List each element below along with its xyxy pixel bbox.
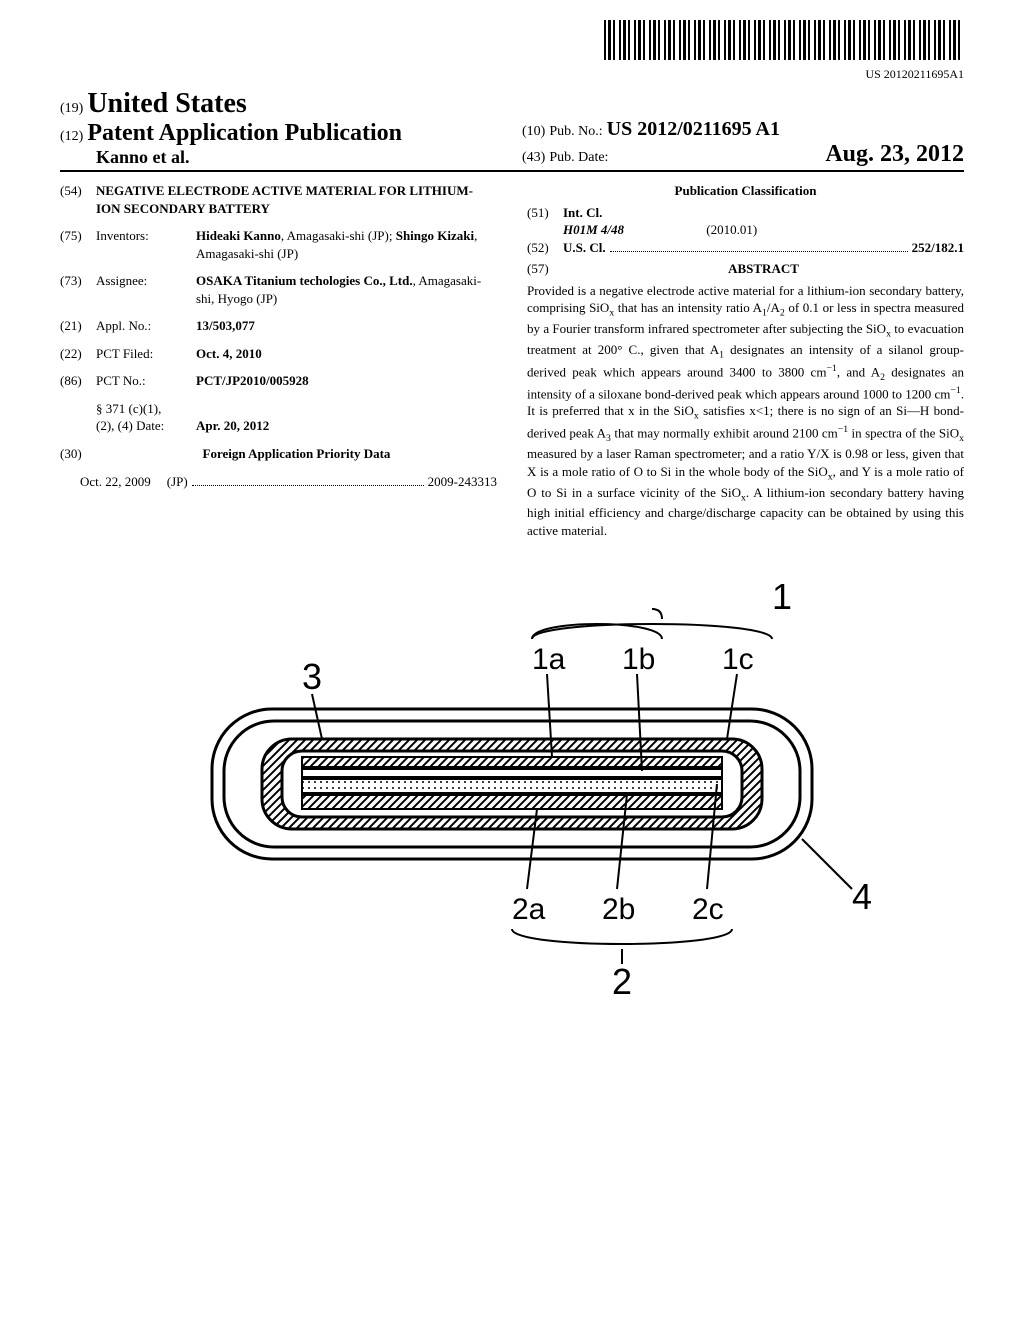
barcode-number: US 20120211695A1 — [60, 67, 964, 82]
battery-diagram-icon: 1 1a 1b 1c 3 4 2a 2b 2c — [132, 569, 892, 999]
body-columns: (54) NEGATIVE ELECTRODE ACTIVE MATERIAL … — [60, 182, 964, 539]
foreign-priority-row: Oct. 22, 2009 (JP) 2009-243313 — [60, 473, 497, 491]
barcode-icon — [604, 20, 964, 60]
pub-no-label: Pub. No.: — [549, 124, 602, 139]
pctfiled-value: Oct. 4, 2010 — [196, 345, 497, 363]
field-52: (52) U.S. Cl. 252/182.1 — [527, 239, 964, 257]
field-54: (54) NEGATIVE ELECTRODE ACTIVE MATERIAL … — [60, 182, 497, 217]
fig-label-2c: 2c — [692, 893, 724, 926]
field-73: (73) Assignee: OSAKA Titanium techologie… — [60, 272, 497, 307]
fig-label-3: 3 — [302, 656, 322, 697]
priority-appno: 2009-243313 — [428, 473, 497, 491]
code-10: (10) — [522, 124, 545, 139]
uscl-value: 252/182.1 — [912, 239, 964, 257]
field-75-num: (75) — [60, 227, 96, 262]
inventors-value: Hideaki Kanno, Amagasaki-shi (JP); Shing… — [196, 227, 497, 262]
code-12: (12) — [60, 129, 83, 144]
code-43: (43) — [522, 150, 545, 165]
field-86: (86) PCT No.: PCT/JP2010/005928 — [60, 372, 497, 390]
field-86-s371: § 371 (c)(1), (2), (4) Date: Apr. 20, 20… — [60, 400, 497, 435]
publication-type: Patent Application Publication — [87, 120, 402, 146]
uscl-block: U.S. Cl. 252/182.1 — [563, 239, 964, 257]
left-column: (54) NEGATIVE ELECTRODE ACTIVE MATERIAL … — [60, 182, 497, 539]
intcl-code: H01M 4/48 — [563, 222, 624, 237]
intcl-year: (2010.01) — [706, 222, 757, 237]
pub-class-heading: Publication Classification — [527, 182, 964, 200]
field-54-num: (54) — [60, 182, 96, 217]
intcl-label: Int. Cl. — [563, 205, 602, 220]
fig-label-4: 4 — [852, 876, 872, 917]
pub-no-value: US 2012/0211695 A1 — [607, 118, 780, 140]
field-30: (30) Foreign Application Priority Data — [60, 445, 497, 463]
field-22-num: (22) — [60, 345, 96, 363]
inventors-label: Inventors: — [96, 227, 196, 262]
authors-line: Kanno et al. — [60, 147, 502, 168]
country-name: United States — [87, 88, 246, 119]
field-57-num: (57) — [527, 260, 563, 282]
fig-label-2: 2 — [612, 961, 632, 999]
abstract-text: Provided is a negative electrode active … — [527, 282, 964, 540]
patent-header: (19) United States (12) Patent Applicati… — [60, 88, 964, 172]
fig-label-1: 1 — [772, 576, 792, 617]
fig-label-2a: 2a — [512, 893, 546, 926]
uscl-label: U.S. Cl. — [563, 239, 606, 257]
field-52-num: (52) — [527, 239, 563, 257]
pctno-label: PCT No.: — [96, 372, 196, 390]
s371-label: § 371 (c)(1), (2), (4) Date: — [96, 400, 196, 435]
barcode-block: US 20120211695A1 — [60, 20, 964, 82]
field-86-num: (86) — [60, 372, 96, 390]
applno-value: 13/503,077 — [196, 317, 497, 335]
fig-label-1c: 1c — [722, 643, 754, 676]
dot-leader-icon — [192, 473, 424, 486]
right-column: Publication Classification (51) Int. Cl.… — [527, 182, 964, 539]
patent-page: US 20120211695A1 (19) United States (12)… — [0, 0, 1024, 1044]
applno-label: Appl. No.: — [96, 317, 196, 335]
pctfiled-label: PCT Filed: — [96, 345, 196, 363]
dot-leader-icon — [610, 239, 908, 252]
abstract-heading: ABSTRACT — [563, 260, 964, 278]
header-right: (10) Pub. No.: US 2012/0211695 A1 (43) P… — [502, 118, 964, 168]
assignee-label: Assignee: — [96, 272, 196, 307]
field-51-num: (51) — [527, 204, 563, 239]
field-75: (75) Inventors: Hideaki Kanno, Amagasaki… — [60, 227, 497, 262]
field-21-num: (21) — [60, 317, 96, 335]
field-57: (57) ABSTRACT — [527, 260, 964, 282]
fig-label-1b: 1b — [622, 643, 655, 676]
code-19: (19) — [60, 101, 83, 116]
header-left: (19) United States (12) Patent Applicati… — [60, 88, 502, 168]
intcl-block: Int. Cl. H01M 4/48 (2010.01) — [563, 204, 964, 239]
pub-date-label: Pub. Date: — [549, 150, 608, 165]
fig-label-1a: 1a — [532, 643, 566, 676]
assignee-value: OSAKA Titanium techologies Co., Ltd., Am… — [196, 272, 497, 307]
foreign-priority-heading: Foreign Application Priority Data — [96, 445, 497, 463]
field-22: (22) PCT Filed: Oct. 4, 2010 — [60, 345, 497, 363]
field-21: (21) Appl. No.: 13/503,077 — [60, 317, 497, 335]
field-30-num: (30) — [60, 445, 96, 463]
priority-date: Oct. 22, 2009 — [80, 473, 151, 491]
priority-country: (JP) — [167, 473, 188, 491]
invention-title: NEGATIVE ELECTRODE ACTIVE MATERIAL FOR L… — [96, 182, 497, 217]
field-51: (51) Int. Cl. H01M 4/48 (2010.01) — [527, 204, 964, 239]
figure-1: 1 1a 1b 1c 3 4 2a 2b 2c — [60, 569, 964, 1004]
fig-label-2b: 2b — [602, 893, 635, 926]
pctno-value: PCT/JP2010/005928 — [196, 372, 497, 390]
s371-value: Apr. 20, 2012 — [196, 417, 497, 435]
field-73-num: (73) — [60, 272, 96, 307]
pub-date-value: Aug. 23, 2012 — [825, 141, 964, 168]
